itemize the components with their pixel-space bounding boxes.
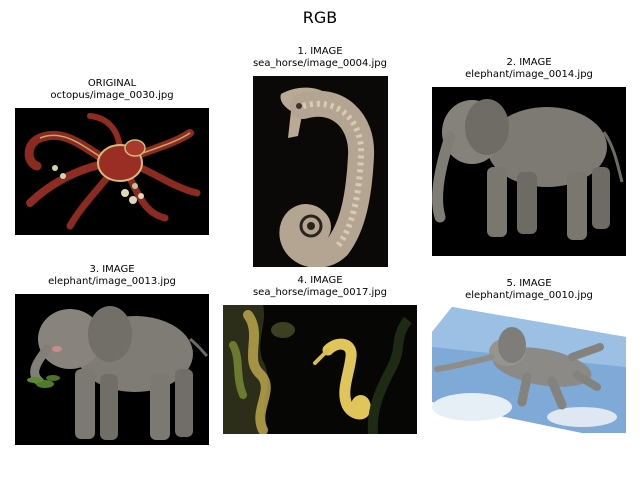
panel-caption-2: 2. IMAGE elephant/image_0014.jpg <box>432 57 626 81</box>
panel-image-5 <box>432 307 626 433</box>
panel-label: 4. IMAGE <box>297 275 343 286</box>
panel-path: elephant/image_0013.jpg <box>48 276 176 287</box>
panel-image-original <box>15 108 209 235</box>
sea-horse-image <box>253 76 388 267</box>
panel-image-2 <box>432 87 626 256</box>
panel-path: sea_horse/image_0017.jpg <box>252 287 388 298</box>
panel-label: 3. IMAGE <box>89 264 135 275</box>
panel-path: sea_horse/image_0004.jpg <box>252 58 388 69</box>
panel-caption-1: 1. IMAGE sea_horse/image_0004.jpg <box>223 46 417 70</box>
panel-path: elephant/image_0014.jpg <box>465 69 593 80</box>
panel-label: 2. IMAGE <box>506 57 552 68</box>
panel-label: 5. IMAGE <box>506 278 552 289</box>
panel-caption-5: 5. IMAGE elephant/image_0010.jpg <box>432 278 626 302</box>
elephant-image <box>15 294 209 445</box>
panel-label: 1. IMAGE <box>297 46 343 57</box>
panel-image-4 <box>223 305 417 434</box>
elephant-image <box>432 87 626 256</box>
panel-label: ORIGINAL <box>87 78 137 89</box>
sea-horse-image <box>223 305 417 434</box>
panel-caption-original: ORIGINAL octopus/image_0030.jpg <box>15 78 209 102</box>
panel-path: octopus/image_0030.jpg <box>50 90 174 101</box>
panel-image-3 <box>15 294 209 445</box>
panel-path: elephant/image_0010.jpg <box>465 290 593 301</box>
panel-image-1 <box>253 76 388 267</box>
figure-title: RGB <box>302 8 338 27</box>
elephant-image <box>432 307 626 433</box>
panel-caption-3: 3. IMAGE elephant/image_0013.jpg <box>15 264 209 288</box>
octopus-image <box>15 108 209 235</box>
panel-caption-4: 4. IMAGE sea_horse/image_0017.jpg <box>223 275 417 299</box>
